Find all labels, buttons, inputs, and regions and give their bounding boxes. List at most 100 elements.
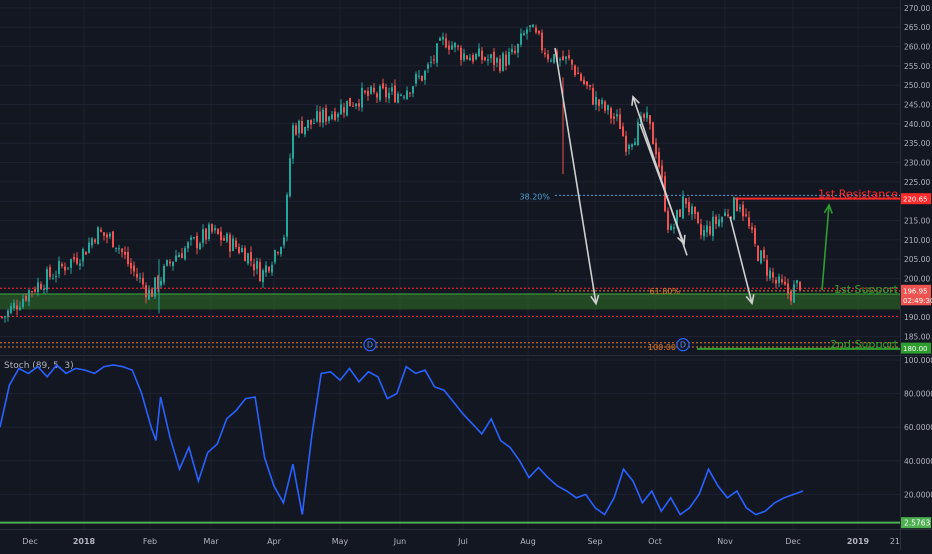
candle-body: [82, 249, 84, 262]
candle-body: [613, 116, 615, 119]
trend-arrow: [729, 216, 753, 304]
candle-body: [271, 264, 273, 273]
price-tick-label: 210.00: [904, 236, 930, 245]
candle-body: [286, 194, 288, 237]
candle-body: [610, 108, 612, 119]
dividend-marker-label: D: [680, 341, 686, 350]
candle-body: [451, 45, 453, 50]
candle-body: [538, 30, 540, 34]
candle-body: [337, 113, 339, 118]
candle-body: [439, 38, 441, 41]
time-tick-label: Dec: [785, 537, 800, 546]
candle-body: [661, 165, 663, 178]
candle-body: [769, 270, 771, 279]
candle-body: [799, 281, 801, 290]
candle-body: [427, 64, 429, 69]
candle-body: [34, 289, 36, 292]
candle-body: [745, 214, 747, 216]
candle-body: [367, 90, 369, 96]
candle-body: [592, 87, 594, 105]
candle-body: [436, 43, 438, 63]
candle-body: [292, 125, 294, 159]
candle-body: [358, 103, 360, 107]
candle-body: [628, 145, 630, 150]
candle-body: [214, 228, 216, 231]
candle-body: [547, 54, 549, 60]
candle-body: [787, 283, 789, 294]
candle-body: [97, 227, 99, 245]
candle-body: [13, 302, 15, 309]
candle-body: [433, 59, 435, 61]
candle-body: [607, 105, 609, 111]
time-tick-label: Nov: [717, 537, 733, 546]
candle-body: [283, 237, 285, 246]
candle-body: [481, 50, 483, 60]
candle-body: [268, 266, 270, 272]
candle-body: [619, 114, 621, 130]
candle-body: [703, 230, 705, 237]
candle-body: [241, 248, 243, 253]
dividend-marker: [676, 338, 690, 352]
stoch-tick-label: 100.0000: [904, 356, 932, 365]
candle-body: [322, 109, 324, 123]
candle-body: [232, 238, 234, 251]
candle-body: [679, 209, 681, 217]
time-tick-label: Feb: [143, 537, 157, 546]
candle-body: [169, 261, 171, 264]
stoch-tick-label: 40.0000: [904, 457, 932, 466]
time-tick-label: May: [332, 537, 349, 546]
candle-body: [175, 255, 177, 262]
candle-body: [223, 238, 225, 241]
candle-body: [400, 94, 402, 96]
candle-body: [31, 291, 33, 293]
candle-body: [550, 60, 552, 62]
candle-body: [136, 273, 138, 278]
candle-body: [643, 114, 645, 118]
candle-body: [121, 248, 123, 252]
second-support-label: 2nd Support: [830, 338, 899, 351]
candle-body: [166, 260, 168, 266]
candle-body: [349, 97, 351, 107]
candle-body: [298, 120, 300, 134]
candle-body: [43, 288, 45, 290]
price-tick-label: 240.00: [904, 120, 930, 129]
price-tick-label: 215.00: [904, 217, 930, 226]
candle-body: [529, 25, 531, 27]
candle-body: [328, 116, 330, 121]
fib-100-label: 100.00: [648, 343, 676, 352]
candle-body: [727, 214, 729, 217]
candle-body: [412, 86, 414, 94]
candle-body: [316, 111, 318, 122]
candle-body: [655, 142, 657, 155]
candle-body: [103, 232, 105, 236]
target-arrow: [821, 205, 830, 291]
stoch-tick-label: 80.0000: [904, 390, 932, 399]
candle-body: [280, 247, 282, 255]
candle-body: [52, 278, 54, 280]
candle-body: [502, 53, 504, 71]
candle-body: [691, 206, 693, 215]
candle-body: [667, 210, 669, 230]
candle-body: [250, 252, 252, 261]
candle-body: [622, 126, 624, 137]
candle-body: [313, 123, 315, 125]
candle-body: [154, 277, 156, 297]
candle-body: [658, 152, 660, 167]
candle-body: [244, 248, 246, 262]
candle-body: [634, 142, 636, 146]
candle-body: [589, 84, 591, 87]
candle-body: [220, 231, 222, 241]
candle-body: [694, 206, 696, 214]
fib-38-label: 38.20%: [519, 192, 550, 201]
candle-body: [532, 24, 534, 28]
candle-body: [472, 55, 474, 62]
time-tick-label: Jun: [393, 537, 407, 546]
candle-body: [724, 212, 726, 216]
candle-body: [670, 225, 672, 230]
candle-body: [418, 75, 420, 77]
candle-body: [457, 45, 459, 47]
candle-body: [91, 238, 93, 246]
candle-body: [784, 281, 786, 285]
stoch-title: Stoch (89, 5, 3): [4, 361, 74, 371]
candle-body: [106, 234, 108, 238]
